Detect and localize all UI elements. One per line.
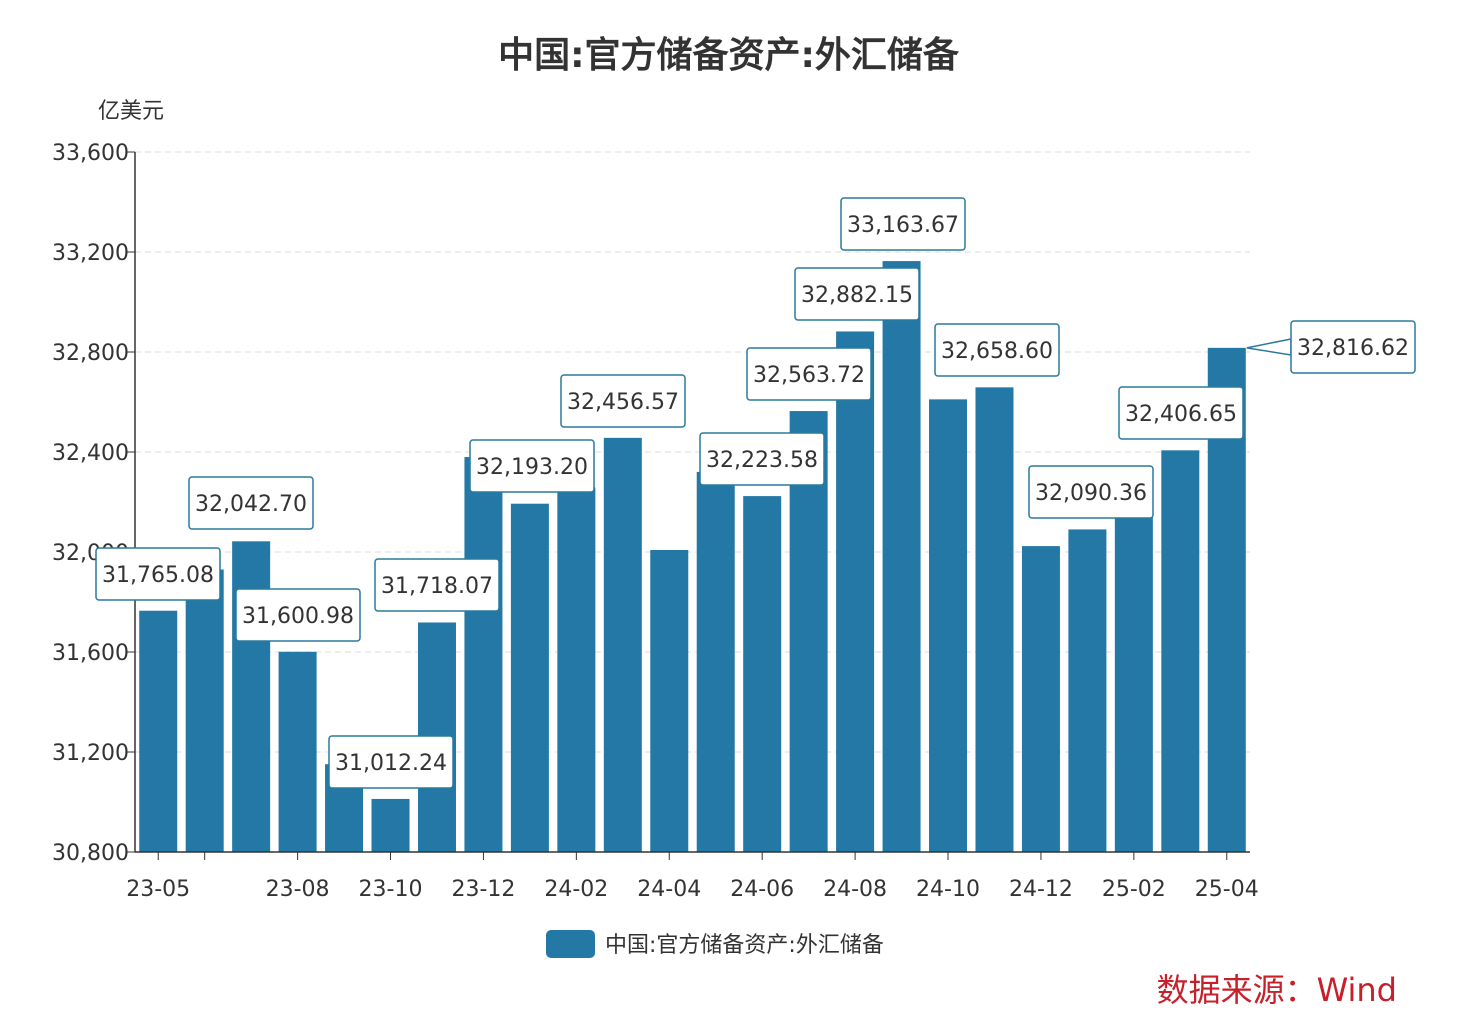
y-axis-label: 亿美元 (98, 99, 164, 124)
data-label-box (188, 476, 314, 530)
data-label: 32,090.36 (1035, 481, 1147, 506)
bar-24-10 (929, 399, 968, 852)
y-tick-label: 30,800 (52, 841, 129, 866)
data-label-box (794, 267, 920, 321)
data-source: 数据来源：Wind (1156, 971, 1397, 1009)
data-label-box (95, 547, 221, 601)
data-label-box (746, 347, 872, 401)
data-label: 32,563.72 (753, 363, 865, 388)
bar-23-06 (185, 569, 224, 852)
data-label: 32,406.65 (1125, 402, 1237, 427)
bar-23-07 (232, 541, 271, 852)
y-tick-label: 33,600 (52, 141, 129, 166)
x-tick-label: 23-10 (359, 877, 423, 902)
data-label-box (560, 374, 686, 428)
data-label-box (1028, 465, 1154, 519)
bar-24-03 (603, 437, 642, 852)
data-label: 31,765.08 (102, 563, 214, 588)
bar-23-05 (139, 610, 178, 852)
chart-title: 中国:官方储备资产:外汇储备 (498, 35, 959, 76)
x-tick-label: 24-06 (730, 877, 794, 902)
data-label-box (934, 323, 1060, 377)
bar-24-05 (696, 471, 735, 852)
bar-24-08 (836, 331, 875, 852)
x-tick-label: 24-02 (544, 877, 608, 902)
y-tick-label: 33,200 (52, 241, 129, 266)
bar-23-10 (371, 798, 410, 852)
x-tick-label: 24-04 (637, 877, 701, 902)
data-label: 31,012.24 (335, 751, 447, 776)
bar-24-12 (1021, 546, 1060, 852)
x-tick-label: 23-08 (266, 877, 330, 902)
data-label: 32,658.60 (941, 339, 1053, 364)
data-label-box (1118, 386, 1244, 440)
data-label-box (328, 735, 454, 789)
x-tick-label: 25-02 (1102, 877, 1166, 902)
data-label-box (235, 588, 361, 642)
x-tick-label: 24-10 (916, 877, 980, 902)
legend-label: 中国:官方储备资产:外汇储备 (605, 933, 884, 958)
x-tick-label: 23-05 (126, 877, 190, 902)
data-label-box (374, 558, 500, 612)
bar-24-04 (650, 549, 689, 852)
legend-swatch (546, 930, 595, 958)
data-label: 32,193.20 (476, 455, 588, 480)
x-tick-label: 23-12 (451, 877, 515, 902)
bar-25-03 (1161, 450, 1200, 852)
data-label-box (1290, 320, 1416, 374)
y-tick-label: 32,400 (52, 441, 129, 466)
data-label-box (469, 439, 595, 493)
bar-23-08 (278, 651, 317, 852)
bar-24-01 (510, 503, 549, 852)
y-tick-label: 31,600 (52, 641, 129, 666)
bar-24-06 (743, 496, 782, 852)
bar-24-02 (557, 487, 596, 852)
y-tick-label: 31,200 (52, 741, 129, 766)
bar-25-01 (1068, 529, 1107, 852)
bar-24-09 (882, 261, 921, 852)
data-label: 32,816.62 (1297, 336, 1409, 361)
x-tick-label: 24-08 (823, 877, 887, 902)
x-tick-label: 25-04 (1195, 877, 1259, 902)
x-tick-label: 24-12 (1009, 877, 1073, 902)
bar-23-12 (464, 457, 503, 852)
data-label-box (699, 432, 825, 486)
label-pointer (1246, 338, 1292, 356)
data-label: 32,456.57 (567, 390, 679, 415)
data-label: 33,163.67 (847, 213, 959, 238)
bar-25-02 (1114, 483, 1153, 852)
data-label-box (840, 197, 966, 251)
y-tick-label: 32,800 (52, 341, 129, 366)
data-label: 32,042.70 (195, 492, 307, 517)
data-label: 31,718.07 (381, 574, 493, 599)
data-label: 32,223.58 (706, 448, 818, 473)
data-label: 31,600.98 (242, 604, 354, 629)
bar-24-11 (975, 387, 1014, 852)
data-label: 32,882.15 (801, 283, 913, 308)
